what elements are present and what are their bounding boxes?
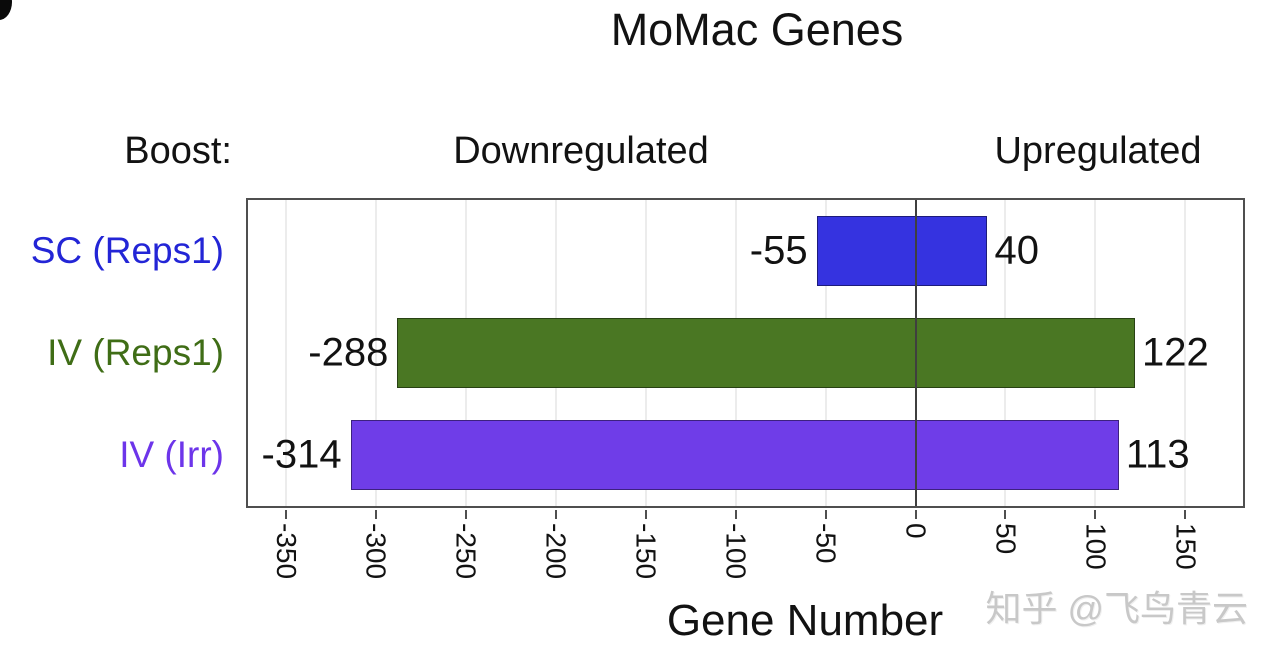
bar-row: -55 40	[248, 200, 1243, 302]
x-tick-mark	[464, 510, 467, 519]
plot-area: -55 40 -288 122 -314 113	[246, 198, 1245, 508]
zero-line	[914, 200, 917, 506]
x-tick-mark	[1184, 510, 1187, 519]
bar-value-negative: -314	[261, 432, 342, 477]
bar-iv-reps1-	[397, 318, 1136, 388]
upregulated-header: Upregulated	[994, 130, 1202, 172]
category-label-iv-reps1-: IV (Reps1)	[47, 332, 224, 373]
x-tick-label: 0	[900, 523, 932, 539]
x-tick-mark	[284, 510, 287, 519]
bar-value-negative: -55	[749, 228, 808, 273]
chart-title: MoMac Genes	[610, 4, 904, 55]
bar-iv-irr-	[350, 420, 1119, 490]
x-tick-mark	[824, 510, 827, 519]
boost-label: Boost:	[124, 130, 232, 172]
x-tick-label: -250	[450, 523, 482, 580]
x-tick-label: -50	[810, 523, 842, 564]
x-tick-mark	[1004, 510, 1007, 519]
bar-value-negative: -288	[308, 330, 389, 375]
x-tick-label: -100	[720, 523, 752, 580]
gridline	[374, 200, 377, 506]
x-tick-label: -300	[360, 523, 392, 580]
category-label-sc-reps1-: SC (Reps1)	[30, 230, 224, 271]
watermark: 知乎 @飞鸟青云	[985, 588, 1248, 629]
x-tick-mark	[554, 510, 557, 519]
bar-value-positive: 40	[994, 228, 1040, 273]
bar-row: -314 113	[248, 404, 1243, 506]
x-tick-label: 100	[1080, 523, 1112, 570]
cropped-panel-label-fragment	[0, 0, 12, 20]
x-axis: -350 -300 -250 -200 -150 -100 -50 0 50 100 150	[246, 510, 1245, 610]
x-tick-label: -350	[270, 523, 302, 580]
bar-sc-reps1-	[816, 216, 988, 286]
bar-row: -288 122	[248, 302, 1243, 404]
x-tick-mark	[644, 510, 647, 519]
bar-value-positive: 122	[1142, 330, 1209, 375]
downregulated-header: Downregulated	[453, 130, 709, 172]
x-tick-mark	[914, 510, 917, 519]
x-tick-label: 150	[1170, 523, 1202, 570]
x-tick-mark	[374, 510, 377, 519]
gridline	[1184, 200, 1187, 506]
gridline	[284, 200, 287, 506]
x-tick-label: 50	[990, 523, 1022, 555]
x-tick-label: -200	[540, 523, 572, 580]
category-label-iv-irr-: IV (Irr)	[119, 434, 224, 475]
x-tick-label: -150	[630, 523, 662, 580]
x-axis-title: Gene Number	[666, 596, 944, 645]
x-tick-mark	[1094, 510, 1097, 519]
bar-value-positive: 113	[1125, 432, 1190, 477]
x-tick-mark	[734, 510, 737, 519]
